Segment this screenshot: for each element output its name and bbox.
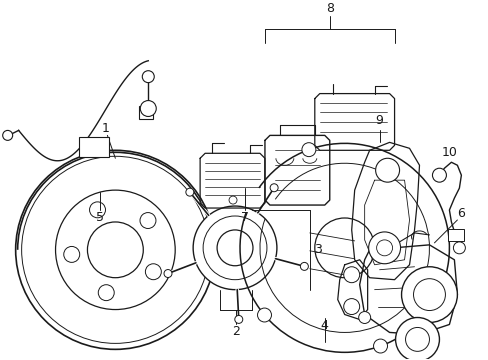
- FancyBboxPatch shape: [447, 229, 464, 241]
- Circle shape: [140, 212, 156, 229]
- Circle shape: [343, 267, 359, 283]
- Circle shape: [401, 267, 456, 323]
- Circle shape: [87, 222, 143, 278]
- Text: 2: 2: [232, 325, 240, 338]
- Circle shape: [300, 262, 308, 270]
- Circle shape: [395, 318, 439, 360]
- Text: 6: 6: [456, 207, 465, 220]
- Circle shape: [140, 100, 156, 117]
- Circle shape: [413, 279, 445, 311]
- Circle shape: [142, 71, 154, 83]
- Circle shape: [63, 247, 80, 262]
- Circle shape: [98, 285, 114, 301]
- Circle shape: [203, 216, 266, 280]
- Circle shape: [16, 150, 215, 349]
- FancyBboxPatch shape: [139, 105, 153, 120]
- Circle shape: [185, 188, 193, 196]
- Circle shape: [56, 190, 175, 310]
- Circle shape: [405, 328, 428, 351]
- Circle shape: [375, 158, 399, 182]
- Text: 10: 10: [441, 146, 456, 159]
- Circle shape: [314, 218, 374, 278]
- FancyBboxPatch shape: [80, 138, 109, 157]
- Circle shape: [21, 156, 209, 343]
- Text: 9: 9: [375, 114, 383, 127]
- Text: 5: 5: [96, 211, 104, 225]
- Text: 1: 1: [101, 122, 109, 135]
- Text: 7: 7: [241, 211, 248, 225]
- Circle shape: [163, 270, 172, 278]
- Circle shape: [368, 232, 400, 264]
- Circle shape: [269, 184, 278, 192]
- Circle shape: [452, 242, 465, 254]
- Circle shape: [358, 311, 370, 324]
- Circle shape: [228, 196, 237, 204]
- Circle shape: [2, 130, 13, 140]
- Circle shape: [301, 143, 315, 157]
- Text: 4: 4: [320, 319, 328, 332]
- Circle shape: [257, 308, 271, 322]
- Circle shape: [234, 315, 242, 323]
- Text: 3: 3: [313, 243, 321, 256]
- Circle shape: [89, 202, 105, 218]
- Circle shape: [373, 339, 386, 353]
- Circle shape: [431, 168, 446, 182]
- Text: 8: 8: [325, 3, 333, 15]
- Circle shape: [193, 206, 276, 290]
- Circle shape: [343, 298, 359, 315]
- Circle shape: [376, 240, 392, 256]
- Circle shape: [217, 230, 252, 266]
- Circle shape: [145, 264, 161, 280]
